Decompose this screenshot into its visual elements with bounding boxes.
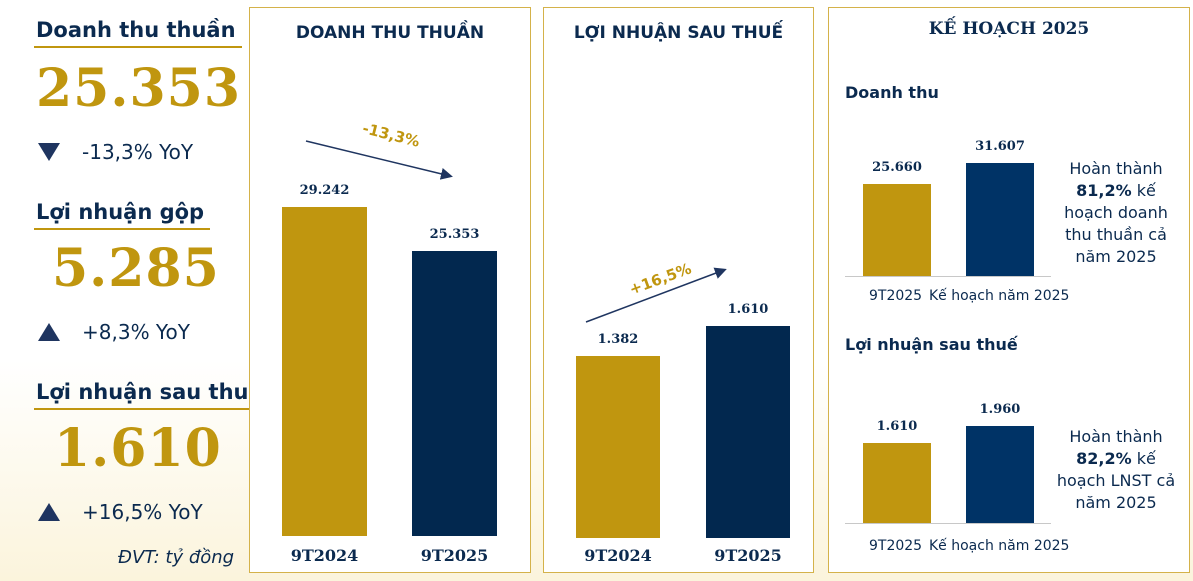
- kpi-change-net-profit: +16,5% YoY: [38, 500, 203, 524]
- bar-kế-hoạch-năm-2025: [966, 163, 1034, 276]
- note-text: Hoàn thành: [1069, 427, 1163, 446]
- x-tick-label: 9T2025: [714, 546, 782, 565]
- trend-arrow-icon: [305, 140, 453, 180]
- panel-title: KẾ HOẠCH 2025: [928, 19, 1090, 39]
- bar-9t2025: [863, 184, 931, 276]
- note-text: kế hoạch LNST cả năm 2025: [1056, 449, 1176, 512]
- x-tick-label: 9T2024: [584, 546, 652, 565]
- revenue-chart-panel: DOANH THU THUẦN -13,3% 29.242 9T2024 25.35…: [249, 7, 531, 573]
- revenue-subtitle: Doanh thu: [845, 83, 939, 102]
- bar-9t2024: [576, 356, 660, 538]
- value-label: 25.660: [872, 160, 922, 176]
- note-percent: 81,2%: [1076, 181, 1132, 200]
- bar-9t2025: [412, 250, 497, 536]
- baseline: [845, 276, 1051, 277]
- value-label: 1.960: [979, 402, 1021, 417]
- value-label: 1.610: [727, 302, 769, 317]
- net-profit-completion-note: Hoàn thành 82,2% kế hoạch LNST cả năm 202…: [1051, 426, 1181, 514]
- value-label: 1.382: [597, 332, 639, 348]
- bar-kế-hoạch-năm-2025: [966, 426, 1034, 523]
- kpi-value-gross-profit: 5.285: [52, 238, 220, 299]
- unit-note: ĐVT: tỷ đồng: [118, 547, 235, 568]
- bar-9t2025: [706, 326, 790, 538]
- note-text: Hoàn thành: [1069, 159, 1163, 178]
- kpi-change-text: +16,5% YoY: [82, 500, 203, 524]
- bar-9t2025: [863, 443, 931, 523]
- baseline: [845, 523, 1051, 524]
- kpi-change-gross-profit: +8,3% YoY: [38, 320, 190, 344]
- chart-title: LỢI NHUẬN SAU THUẾ: [573, 23, 784, 43]
- x-tick-label: 9T2024: [290, 546, 359, 565]
- x-tick-label: 9T2025: [869, 538, 923, 554]
- value-label: 31.607: [975, 139, 1025, 154]
- kpi-title-revenue: Doanh thu thuần: [34, 18, 242, 48]
- trend-arrow-icon: [585, 267, 727, 323]
- bar-9t2024: [282, 207, 367, 536]
- revenue-completion-note: Hoàn thành 81,2% kế hoạch doanh thu thuần…: [1051, 158, 1181, 268]
- up-triangle-icon: [38, 503, 60, 521]
- x-tick-label: Kế hoạch năm 2025: [929, 538, 1070, 554]
- kpi-value-net-profit: 1.610: [54, 418, 222, 479]
- kpi-change-text: +8,3% YoY: [82, 320, 190, 344]
- value-label: 29.242: [299, 183, 350, 198]
- kpi-change-text: -13,3% YoY: [82, 140, 194, 164]
- net-profit-chart-panel: LỢI NHUẬN SAU THUẾ +16,5% 1.382 9T2024 1.6…: [543, 7, 814, 573]
- kpi-change-revenue: -13,3% YoY: [38, 140, 193, 164]
- x-tick-label: 9T2025: [869, 288, 923, 304]
- x-tick-label: 9T2025: [420, 546, 489, 565]
- note-text: kế hoạch doanh thu thuần cả năm 2025: [1064, 181, 1168, 266]
- x-tick-label: Kế hoạch năm 2025: [929, 288, 1070, 304]
- kpi-value-revenue: 25.353: [36, 58, 242, 119]
- value-label: 1.610: [876, 419, 918, 435]
- value-label: 25.353: [429, 226, 480, 242]
- plan-2025-panel: KẾ HOẠCH 2025 Doanh thu 25.660 9T2025 31.6…: [828, 7, 1190, 573]
- up-triangle-icon: [38, 323, 60, 341]
- kpi-title-net-profit: Lợi nhuận sau thuế: [34, 380, 269, 410]
- note-percent: 82,2%: [1076, 449, 1132, 468]
- kpi-title-gross-profit: Lợi nhuận gộp: [34, 200, 211, 230]
- chart-title: DOANH THU THUẦN: [295, 23, 485, 43]
- net-profit-subtitle: Lợi nhuận sau thuế: [845, 335, 1018, 354]
- down-triangle-icon: [38, 143, 60, 161]
